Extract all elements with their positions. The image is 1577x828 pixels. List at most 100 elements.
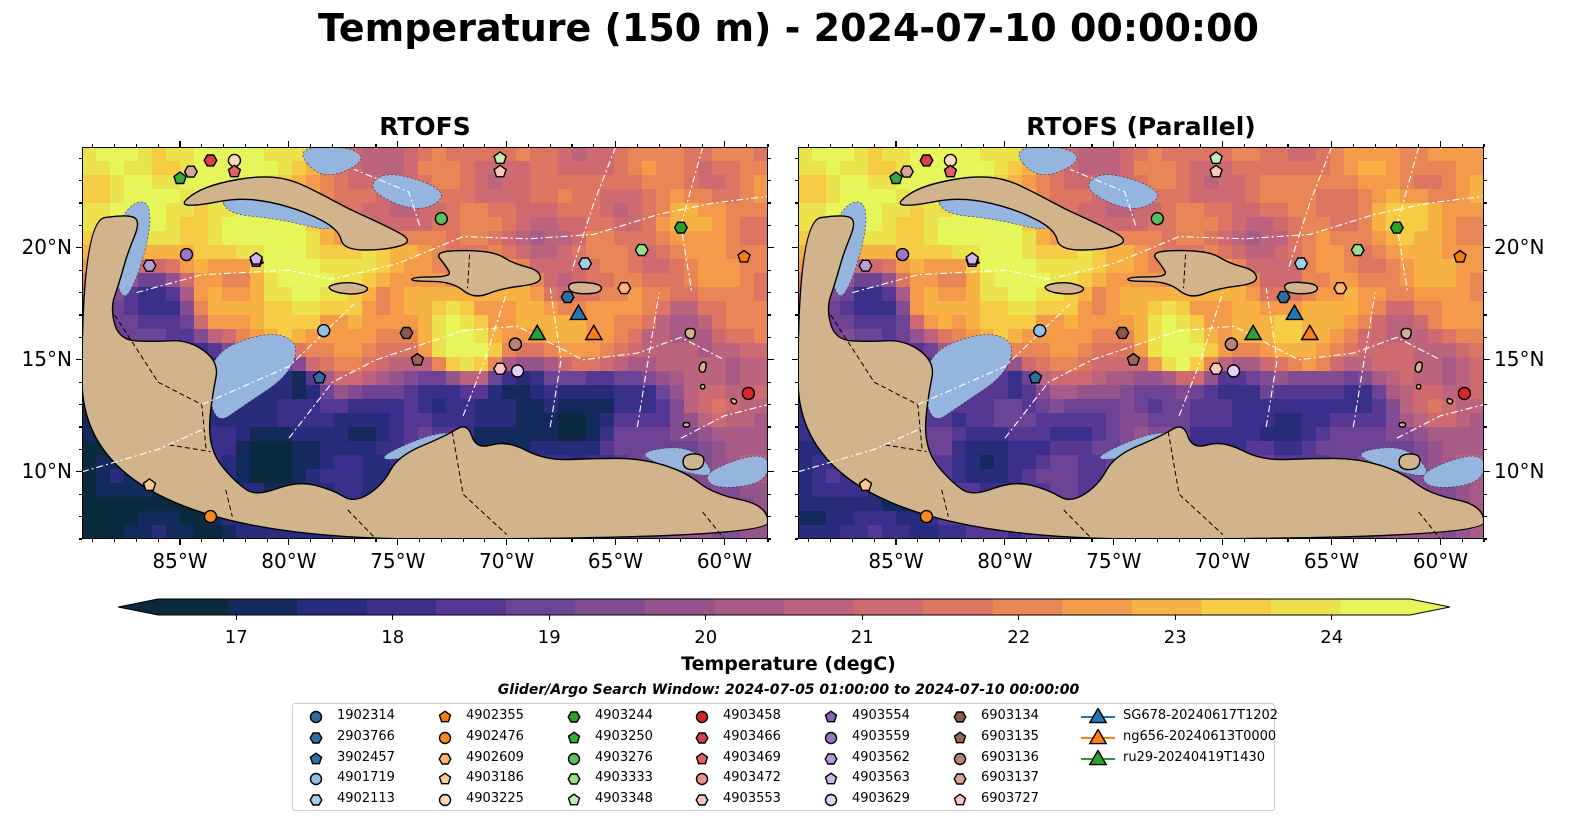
- lon-tick-mark: [484, 539, 486, 542]
- legend-hexagon-marker: [953, 773, 967, 786]
- legend-title: Glider/Argo Search Window: 2024-07-05 01…: [497, 682, 1080, 698]
- legend-circle-marker: [824, 793, 838, 807]
- lat-tick-mark: [795, 426, 798, 428]
- lat-tick-mark: [79, 336, 82, 338]
- rtofs-land: [82, 147, 768, 539]
- lon-tick-mark-top: [375, 144, 377, 147]
- legend-marker: [567, 773, 581, 786]
- map-rtofs: [82, 147, 768, 539]
- lat-tick-label-right: 10°N: [1494, 458, 1545, 483]
- legend-label: 4903629: [852, 791, 910, 807]
- lat-tick-mark: [768, 247, 774, 249]
- legend-circle-marker: [309, 773, 323, 786]
- legend-label: 4902113: [337, 791, 395, 807]
- colorbar-segment: [644, 599, 715, 615]
- colorbar-segment: [366, 599, 437, 615]
- rtofs-shelf-areas: [113, 147, 768, 488]
- lat-tick-mark: [768, 224, 771, 226]
- legend-label: 4903466: [723, 728, 781, 744]
- lat-tick-mark: [79, 292, 82, 294]
- lat-tick-mark: [768, 314, 771, 316]
- legend-pentagon-marker: [567, 793, 581, 806]
- legend-label: 4902355: [466, 708, 524, 723]
- lon-tick-mark-top: [1461, 144, 1463, 147]
- lat-tick-mark: [795, 516, 798, 518]
- lon-tick-mark: [1396, 539, 1398, 542]
- lon-tick-mark-top: [135, 144, 138, 147]
- lon-tick-mark-top: [1330, 141, 1333, 147]
- lon-tick-mark: [1330, 539, 1333, 545]
- lon-tick-mark: [917, 539, 919, 542]
- legend-marker: [824, 772, 838, 785]
- colorbar-tick-label: 24: [1320, 627, 1344, 648]
- legend-pentagon-marker: [695, 751, 709, 764]
- legend-label: 4903244: [595, 708, 653, 723]
- legend-marker: [567, 711, 581, 723]
- lat-tick-mark: [79, 538, 82, 540]
- lon-tick-mark-top: [1243, 144, 1246, 147]
- colorbar-tick-mark: [1018, 615, 1020, 620]
- legend-triangle-marker: [1088, 749, 1108, 765]
- colorbar-label: Temperature (degC): [681, 653, 896, 675]
- colorbar-tick-mark: [1331, 615, 1333, 620]
- rtofs-observation-marker: [203, 154, 218, 167]
- lon-tick-mark: [1091, 539, 1093, 542]
- lon-tick-mark-top: [1265, 144, 1267, 147]
- colorbar-tick-label: 21: [850, 627, 874, 648]
- legend-label: 4903553: [723, 791, 781, 807]
- map-rtofs-parallel: [798, 147, 1484, 539]
- lon-tick-mark: [506, 539, 508, 545]
- colorbar-segment: [923, 599, 994, 615]
- lon-tick-mark: [244, 539, 246, 542]
- lon-tick-mark-top: [830, 144, 832, 147]
- colorbar-segment: [1131, 599, 1202, 615]
- parallel-observation-marker: [919, 154, 934, 167]
- lon-tick-mark-top: [1439, 141, 1442, 147]
- lon-tick-mark: [938, 539, 941, 542]
- parallel-observation-markers: [858, 151, 1472, 524]
- lon-tick-mark-top: [266, 144, 268, 147]
- lat-tick-mark: [1484, 224, 1487, 226]
- lon-tick-mark-top: [397, 141, 399, 147]
- colorbar-segment: [784, 599, 855, 615]
- lon-tick-mark: [1352, 539, 1354, 542]
- lon-tick-mark-top: [179, 141, 181, 147]
- legend-hexagon-marker: [567, 773, 581, 786]
- parallel-svg: [798, 147, 1484, 539]
- lon-tick-mark: [353, 539, 355, 542]
- lon-tick-mark: [851, 539, 854, 542]
- colorbar-tick-label: 19: [537, 627, 561, 648]
- lat-tick-mark: [795, 448, 798, 450]
- legend-marker: [567, 731, 581, 744]
- legend-hexagon-marker: [695, 732, 709, 744]
- lat-tick-mark: [79, 180, 82, 182]
- lon-tick-mark-top: [222, 144, 225, 147]
- colorbar-svg: [117, 598, 1451, 616]
- lon-tick-mark: [549, 539, 551, 542]
- rtofs-observation-marker: [741, 386, 756, 401]
- lon-tick-mark-top: [1156, 144, 1158, 147]
- lon-tick-mark-top: [288, 141, 290, 147]
- rtofs-observation-marker: [737, 249, 751, 263]
- legend-marker: [824, 710, 838, 723]
- lon-tick-mark: [830, 539, 832, 542]
- lon-tick-mark: [1243, 539, 1246, 542]
- legend-circle-marker: [695, 773, 709, 786]
- lon-tick-mark-top: [1113, 141, 1115, 147]
- legend-label: 4903250: [595, 728, 653, 744]
- figure-title: Temperature (150 m) - 2024-07-10 00:00:0…: [317, 6, 1259, 50]
- lon-tick-mark-top: [1026, 144, 1028, 147]
- lon-tick-mark-top: [1396, 144, 1398, 147]
- lon-tick-mark: [1134, 539, 1137, 542]
- lat-tick-mark: [1484, 381, 1487, 383]
- lon-tick-mark-top: [938, 144, 941, 147]
- rtofs-observation-marker: [617, 281, 632, 295]
- lat-tick-mark: [768, 516, 771, 518]
- lon-tick-mark: [288, 539, 290, 545]
- lon-tick-mark: [1222, 539, 1224, 545]
- lat-tick-mark: [79, 381, 82, 383]
- lon-tick-label: 65°W: [1303, 549, 1360, 573]
- lon-tick-mark: [658, 539, 660, 542]
- lat-tick-mark: [79, 314, 82, 316]
- lat-tick-mark: [795, 202, 798, 204]
